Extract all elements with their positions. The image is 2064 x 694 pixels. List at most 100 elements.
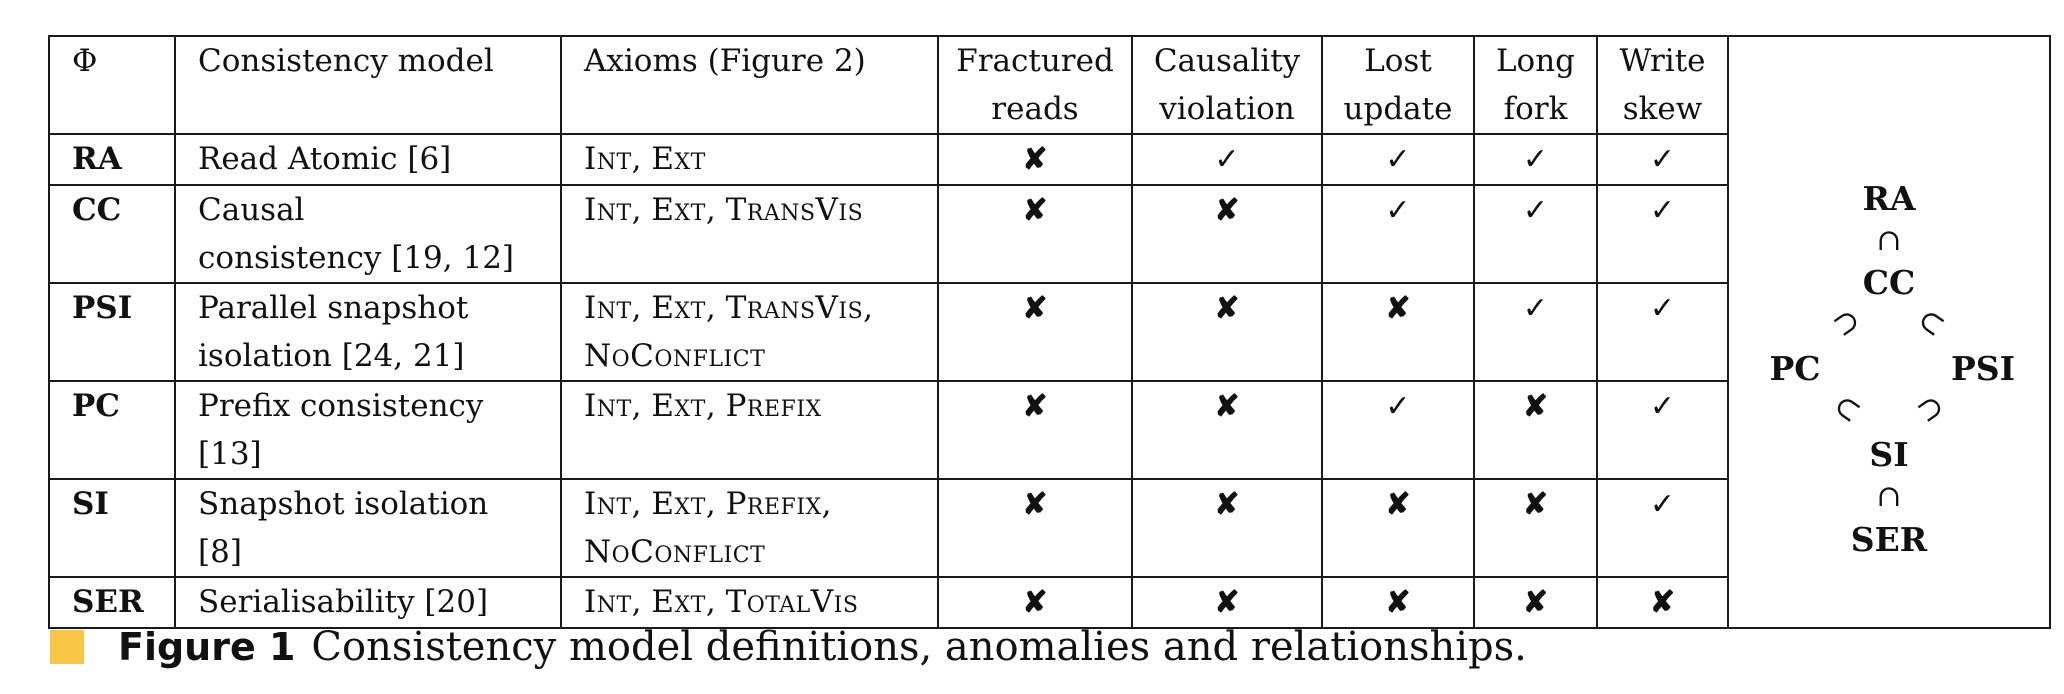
model-abbreviation-text: CC [72, 192, 122, 228]
anomaly-cell-causality: ✘ [1131, 184, 1323, 284]
column-header-fractured-line: Fractured [956, 43, 1114, 79]
column-header-longfork-line: Long [1495, 43, 1576, 79]
cross-icon: ✘ [1522, 585, 1549, 620]
diagram-relation-cc-psi: ⊂ [1910, 301, 1952, 345]
anomaly-cell-fractured: ✘ [937, 282, 1133, 382]
model-name-line: Parallel snapshot [198, 290, 469, 326]
model-name: Causal consistency [19, 12] [174, 184, 562, 284]
cross-icon: ✘ [1385, 585, 1411, 620]
axiom-name: Ext [651, 192, 706, 228]
caption-text: Consistency model definitions, anomalies… [311, 624, 1527, 670]
column-header-longfork: Long fork [1473, 35, 1598, 135]
check-icon: ✓ [1385, 142, 1411, 177]
cross-icon: ✘ [1385, 487, 1411, 522]
diagram-node-si: SI [1869, 435, 1909, 474]
model-abbreviation-text: PSI [72, 290, 133, 326]
axiom-name: Ext [651, 141, 706, 177]
anomaly-cell-longfork: ✘ [1473, 576, 1598, 629]
model-name-line: isolation [24, 21] [198, 338, 465, 374]
anomaly-cell-longfork: ✓ [1473, 282, 1598, 382]
model-abbreviation: CC [48, 184, 176, 284]
axiom-name: Int [584, 290, 632, 326]
diagram-relation-si-ser: ∩ [1876, 479, 1902, 514]
anomaly-cell-lost: ✓ [1321, 184, 1475, 284]
anomaly-cell-causality: ✘ [1131, 380, 1323, 480]
caption-label: Figure 1 [118, 625, 296, 669]
model-name: Serialisability [20] [174, 576, 562, 629]
table-row: SI Snapshot isolation [8] Int, Ext, Prefix… [48, 478, 2050, 578]
model-abbreviation: SI [48, 478, 176, 578]
anomaly-cell-writeskew: ✓ [1596, 282, 1729, 382]
axiom-name: Ext [651, 486, 706, 522]
anomaly-cell-fractured: ✘ [937, 133, 1133, 186]
check-icon: ✓ [1385, 193, 1411, 228]
cross-icon: ✘ [1214, 487, 1240, 522]
anomaly-cell-writeskew: ✓ [1596, 133, 1729, 186]
model-name: Snapshot isolation [8] [174, 478, 562, 578]
model-name: Read Atomic [6] [174, 133, 562, 186]
table-row: RA Read Atomic [6] Int, Ext ✘ ✓ ✓ ✓ ✓ [48, 133, 2050, 186]
column-header-axioms-line: Axioms (Figure 2) [584, 43, 866, 79]
cross-icon: ✘ [1214, 291, 1240, 326]
cross-icon: ✘ [1022, 291, 1048, 326]
check-icon: ✓ [1649, 487, 1676, 522]
model-abbreviation-text: SI [72, 486, 109, 522]
model-name-line: Serialisability [20] [198, 584, 489, 620]
model-axioms: Int, Ext, TransVis [560, 184, 939, 284]
axiom-name: Int [584, 141, 632, 177]
diagram-relation-cc-pc: ⊃ [1826, 301, 1868, 345]
column-header-longfork-line: fork [1503, 91, 1568, 127]
anomaly-cell-longfork: ✓ [1473, 133, 1598, 186]
cross-icon: ✘ [1022, 193, 1048, 228]
column-header-causality-line: Causality [1153, 43, 1301, 79]
column-header-model-line: Consistency model [198, 43, 494, 79]
model-axioms: Int, Ext, TotalVis [560, 576, 939, 629]
model-name-line: consistency [19, 12] [198, 240, 515, 276]
check-icon: ✓ [1649, 389, 1676, 424]
cross-icon: ✘ [1022, 487, 1048, 522]
diagram-node-cc: CC [1862, 263, 1916, 302]
axiom-name: Int [584, 388, 632, 424]
table-row: SER Serialisability [20] Int, Ext, TotalVi… [48, 576, 2050, 629]
axiom-name: Ext [651, 290, 706, 326]
check-icon: ✓ [1649, 291, 1676, 326]
diagram-relation-ra-cc: ∩ [1876, 223, 1902, 258]
model-abbreviation: PC [48, 380, 176, 480]
anomaly-cell-fractured: ✘ [937, 380, 1133, 480]
diagram-node-ser: SER [1850, 520, 1928, 559]
model-axioms: Int, Ext, TransVis, NoConflict [560, 282, 939, 382]
model-abbreviation: PSI [48, 282, 176, 382]
anomaly-cell-lost: ✘ [1321, 576, 1475, 629]
axiom-name: Ext [651, 388, 706, 424]
anomaly-cell-lost: ✘ [1321, 478, 1475, 578]
model-abbreviation: SER [48, 576, 176, 629]
table-row: PSI Parallel snapshot isolation [24, 21] In… [48, 282, 2050, 382]
axiom-name: Ext [651, 584, 706, 620]
anomaly-cell-fractured: ✘ [937, 576, 1133, 629]
anomaly-cell-longfork: ✓ [1473, 184, 1598, 284]
anomaly-cell-longfork: ✘ [1473, 380, 1598, 480]
anomaly-cell-writeskew: ✘ [1596, 576, 1729, 629]
column-header-phi-line: Φ [72, 43, 98, 79]
check-icon: ✓ [1649, 142, 1676, 177]
model-name: Prefix consistency [13] [174, 380, 562, 480]
check-icon: ✓ [1522, 142, 1549, 177]
relationship-diagram: RA CC PC PSI SI SER ∩ ∩ ⊃ ⊂ ⊂ ⊃ [1729, 122, 2049, 559]
anomaly-cell-writeskew: ✓ [1596, 184, 1729, 284]
diagram-node-ra: RA [1862, 179, 1916, 218]
model-name-line: Snapshot isolation [8] [198, 486, 489, 570]
model-name-line: Prefix consistency [13] [198, 388, 484, 472]
cross-icon: ✘ [1214, 389, 1240, 424]
model-name: Parallel snapshot isolation [24, 21] [174, 282, 562, 382]
model-axioms: Int, Ext, Prefix [560, 380, 939, 480]
cross-icon: ✘ [1214, 193, 1240, 228]
anomaly-cell-causality: ✘ [1131, 478, 1323, 578]
anomaly-cell-fractured: ✘ [937, 478, 1133, 578]
relationship-diagram-cell: RA CC PC PSI SI SER ∩ ∩ ⊃ ⊂ ⊂ ⊃ [1727, 35, 2051, 629]
axiom-name: Int [584, 584, 632, 620]
anomaly-cell-lost: ✘ [1321, 282, 1475, 382]
check-icon: ✓ [1214, 142, 1240, 177]
axiom-name: NoConflict [584, 534, 766, 570]
anomaly-cell-lost: ✓ [1321, 133, 1475, 186]
axiom-name: TotalVis [725, 584, 859, 620]
